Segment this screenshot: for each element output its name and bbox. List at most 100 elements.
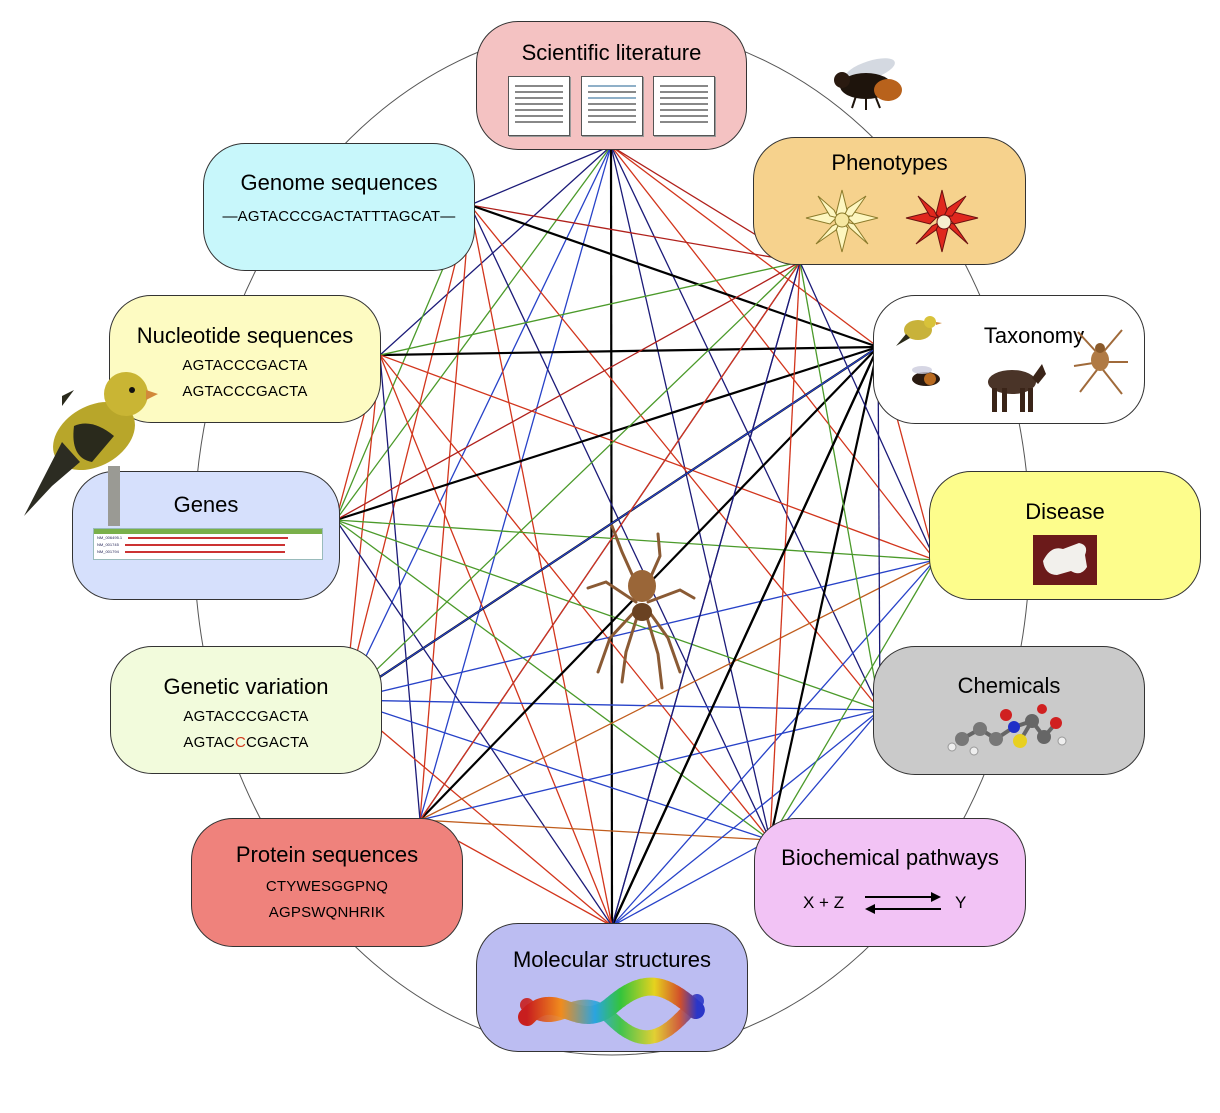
reaction-equation: X + Z Y xyxy=(755,885,1025,925)
spider-icon xyxy=(586,524,696,690)
link-genome-phen xyxy=(469,204,801,263)
link-genome-path xyxy=(469,204,771,841)
node-phenotypes[interactable]: Phenotypes xyxy=(753,137,1026,265)
link-genes-chem xyxy=(335,519,881,711)
gene-track-row: NM_001794 xyxy=(94,548,322,555)
link-chem-tax xyxy=(877,346,881,711)
node-title: Taxonomy xyxy=(983,323,1085,348)
node-title: Disease xyxy=(1025,499,1105,524)
genome-sequence-text: —AGTACCCGACTATTTAGCAT— xyxy=(222,208,456,225)
protein-sequence-2: AGPSWQNHRIK xyxy=(268,904,386,921)
document-icon xyxy=(652,76,715,136)
node-title: Genetic variation xyxy=(163,674,329,699)
link-var-chem xyxy=(344,699,881,711)
link-var-struct xyxy=(344,699,613,927)
reaction-reactants: X + Z xyxy=(803,893,845,912)
link-prot-path xyxy=(419,819,771,841)
node-chemicals[interactable]: Chemicals xyxy=(873,646,1145,775)
link-nuc-phen xyxy=(379,261,801,356)
node-biochemical-pathways[interactable]: Biochemical pathways X + Z Y xyxy=(754,818,1026,947)
link-tax-var xyxy=(344,346,879,701)
protein-sequence-1: CTYWESGGPNQ xyxy=(265,878,389,895)
nucleotide-sequence-2: AGTACCCGACTA xyxy=(182,383,308,400)
link-chem-phen xyxy=(799,261,881,711)
link-var-dis xyxy=(344,559,936,701)
link-genes-path xyxy=(335,519,771,841)
link-lit-prot xyxy=(419,145,612,821)
link-var-path xyxy=(344,699,771,841)
node-title: Molecular structures xyxy=(512,947,712,972)
node-molecular-structures[interactable]: Molecular structures xyxy=(476,923,748,1052)
node-genes[interactable]: Genes NM_006495.1 NM_001745 NM_001794 xyxy=(72,471,340,600)
node-taxonomy[interactable]: Taxonomy xyxy=(873,295,1145,424)
link-tax-struct xyxy=(611,346,879,927)
link-genes-phen xyxy=(335,261,801,521)
link-lit-dis xyxy=(610,145,936,561)
bone-icon xyxy=(1033,535,1097,585)
link-genome-chem xyxy=(469,204,881,711)
link-nuc-var xyxy=(344,354,381,701)
link-struct-chem xyxy=(611,709,881,927)
link-lit-nuc xyxy=(379,145,612,356)
link-genome-var xyxy=(344,204,471,701)
bird-icon xyxy=(24,372,158,526)
link-var-phen xyxy=(344,261,801,701)
node-genome-sequences[interactable]: Genome sequences —AGTACCCGACTATTTAGCAT— xyxy=(203,143,475,271)
node-genetic-variation[interactable]: Genetic variation AGTACCCGACTA AGTACCCGA… xyxy=(110,646,382,774)
link-nuc-path xyxy=(379,354,771,841)
link-dis-phen xyxy=(799,261,936,561)
reversible-arrow-icon xyxy=(865,892,941,914)
link-prot-dis xyxy=(419,559,936,821)
link-genome-struct xyxy=(469,204,613,927)
link-genes-dis xyxy=(335,519,936,561)
node-disease[interactable]: Disease xyxy=(929,471,1201,600)
link-lit-genome xyxy=(469,145,612,206)
bird-icon xyxy=(896,316,942,346)
link-nuc-struct xyxy=(379,354,613,927)
node-title: Scientific literature xyxy=(521,40,702,65)
node-scientific-literature[interactable]: Scientific literature xyxy=(476,21,747,150)
link-lit-struct xyxy=(609,145,614,927)
variation-sequence-reference: AGTACCCGACTA xyxy=(183,708,309,725)
link-prot-chem xyxy=(419,709,881,821)
link-nuc-dis xyxy=(379,354,936,561)
link-genome-prot xyxy=(419,204,471,821)
gene-track-row: NM_001745 xyxy=(94,541,322,548)
reaction-product: Y xyxy=(955,893,967,912)
link-lit-chem xyxy=(610,145,881,711)
dna-helix-icon xyxy=(518,977,706,1045)
link-lit-path xyxy=(610,145,771,841)
molecule-icon xyxy=(947,704,1067,756)
node-title: Genome sequences xyxy=(240,170,438,195)
link-nuc-prot xyxy=(379,354,421,821)
link-path-dis xyxy=(769,559,936,841)
link-struct-path xyxy=(611,839,771,927)
variation-sequence-variant: AGTACCCGACTA xyxy=(183,734,309,751)
document-icon xyxy=(580,76,643,136)
node-title: Phenotypes xyxy=(831,150,948,175)
link-path-tax xyxy=(768,346,880,841)
gene-track-row: NM_006495.1 xyxy=(94,534,322,541)
node-title: Nucleotide sequences xyxy=(136,323,354,348)
mutated-base: C xyxy=(234,734,246,751)
node-title: Genes xyxy=(173,492,239,517)
gene-track-panel: NM_006495.1 NM_001745 NM_001794 xyxy=(93,528,323,560)
link-phen-struct xyxy=(611,261,801,927)
link-lit-genes xyxy=(335,145,612,521)
link-lit-tax xyxy=(610,145,879,348)
bee-icon xyxy=(912,366,940,386)
link-genes-struct xyxy=(335,519,613,927)
node-title: Biochemical pathways xyxy=(781,845,999,870)
horse-icon xyxy=(988,364,1046,412)
node-protein-sequences[interactable]: Protein sequences CTYWESGGPNQ AGPSWQNHRI… xyxy=(191,818,463,947)
node-nucleotide-sequences[interactable]: Nucleotide sequences AGTACCCGACTA AGTACC… xyxy=(109,295,381,423)
bee-icon xyxy=(834,58,902,110)
link-genome-tax xyxy=(469,203,879,349)
spider-icon xyxy=(1073,329,1128,395)
node-title: Chemicals xyxy=(957,673,1061,698)
document-thumbnails xyxy=(477,76,746,136)
node-title: Protein sequences xyxy=(235,842,419,867)
link-nuc-tax xyxy=(379,345,879,357)
flower-icon xyxy=(805,189,879,253)
document-icon xyxy=(508,76,571,136)
